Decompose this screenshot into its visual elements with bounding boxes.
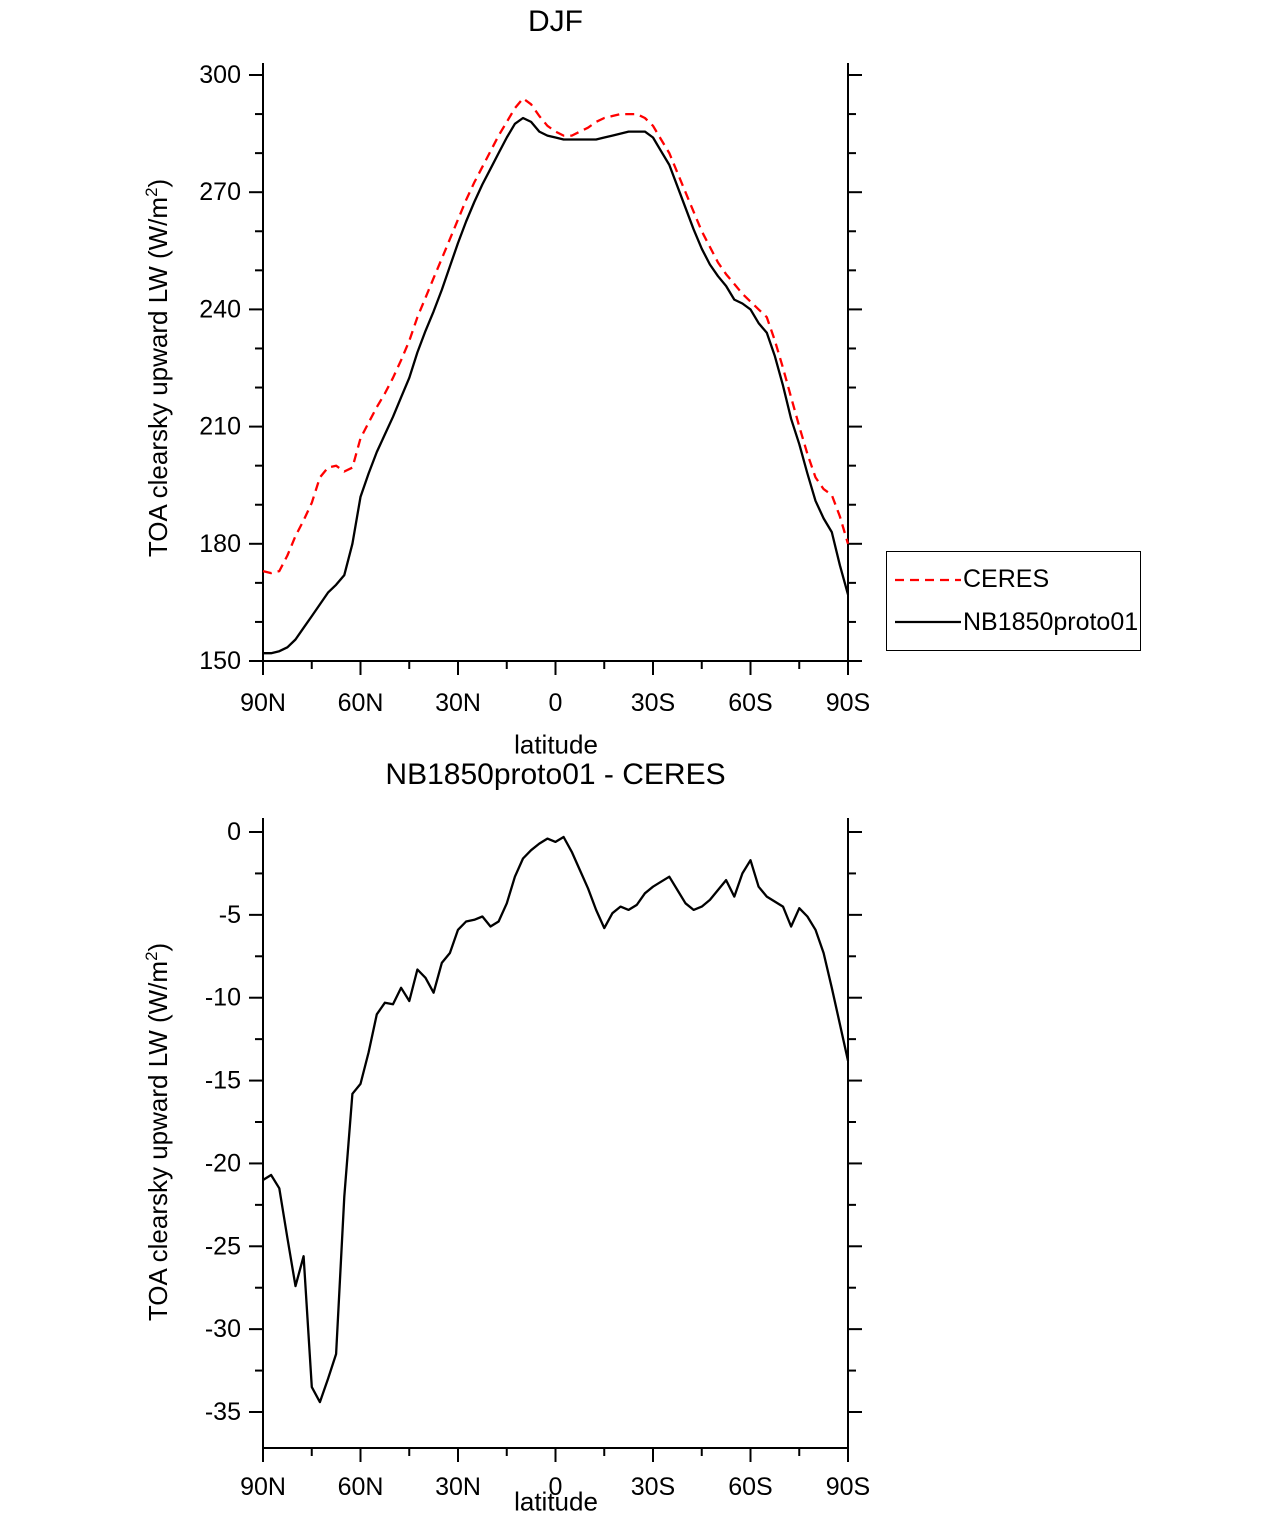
x-tick-label: 60S	[728, 1473, 772, 1501]
legend-entry-ceres: CERES	[895, 565, 1140, 594]
bottom-chart-title: NB1850proto01 - CERES	[385, 758, 726, 791]
top-chart-title: DJF	[528, 5, 583, 38]
y-axis-label-superscript: 2	[142, 951, 162, 961]
chart-1: -35 -30 -25 -20 -15 -10 -5 0 90N 60N 30N 0 30S 60S 90S	[205, 818, 870, 1501]
y-tick-label: -20	[205, 1149, 241, 1177]
y-axis-label-superscript: 2	[142, 187, 162, 197]
y-axis-label-tail: )	[142, 178, 173, 188]
x-tick-label: 60S	[728, 689, 772, 717]
x-tick-label: 90S	[826, 1473, 870, 1501]
y-tick-label: 270	[199, 178, 241, 206]
y-axis-label-text: TOA clearsky upward LW (W/m	[142, 196, 173, 558]
x-tick-label: 30S	[631, 689, 675, 717]
y-tick-label: -15	[205, 1067, 241, 1095]
x-tick-label: 60N	[338, 689, 384, 717]
x-tick-label: 0	[549, 1473, 563, 1501]
x-tick-label: 60N	[338, 1473, 384, 1501]
y-tick-label: -35	[205, 1398, 241, 1426]
y-tick-label: 210	[199, 413, 241, 441]
y-tick-label: -5	[219, 901, 241, 929]
x-tick-label: 30N	[435, 1473, 481, 1501]
y-tick-label: -30	[205, 1315, 241, 1343]
y-tick-label: -10	[205, 984, 241, 1012]
y-tick-label: 0	[227, 818, 241, 846]
y-axis-label-text: TOA clearsky upward LW (W/m	[142, 960, 173, 1322]
x-tick-label: 90S	[826, 689, 870, 717]
y-tick-label: 300	[199, 61, 241, 89]
series-line-ceres	[262, 97, 850, 575]
y-tick-label: 240	[199, 295, 241, 323]
x-tick-label: 30N	[435, 689, 481, 717]
ceres-line-sample-icon	[895, 571, 961, 589]
y-tick-label: 180	[199, 530, 241, 558]
bottom-chart-x-axis-label: latitude	[514, 1486, 598, 1517]
top-chart-y-axis-label: TOA clearsky upward LW (W/m2)	[142, 179, 174, 557]
bottom-chart-y-axis-label: TOA clearsky upward LW (W/m2)	[142, 943, 174, 1321]
series-line-nb1850proto01	[263, 116, 850, 655]
legend-entry-nb1850proto01: NB1850proto01	[895, 608, 1140, 637]
x-tick-label: 30S	[631, 1473, 675, 1501]
y-tick-label: 150	[199, 647, 241, 675]
nb1850proto01-line-sample-icon	[895, 613, 961, 631]
x-tick-label: 90N	[240, 689, 286, 717]
legend-box: CERES NB1850proto01	[886, 551, 1141, 651]
legend-label-nb1850proto01: NB1850proto01	[963, 607, 1139, 636]
x-tick-label: 90N	[240, 1473, 286, 1501]
top-chart-x-axis-label: latitude	[514, 729, 598, 760]
x-tick-label: 0	[549, 689, 563, 717]
series-line-nb1850proto01-ceres	[262, 835, 850, 1404]
legend-label-ceres: CERES	[963, 565, 1050, 594]
chart-0: 150 180 210 240 270 300 90N 60N 30N 0 30S 60S 90S	[199, 61, 870, 717]
y-tick-label: -25	[205, 1232, 241, 1260]
y-axis-label-tail: )	[142, 942, 173, 952]
